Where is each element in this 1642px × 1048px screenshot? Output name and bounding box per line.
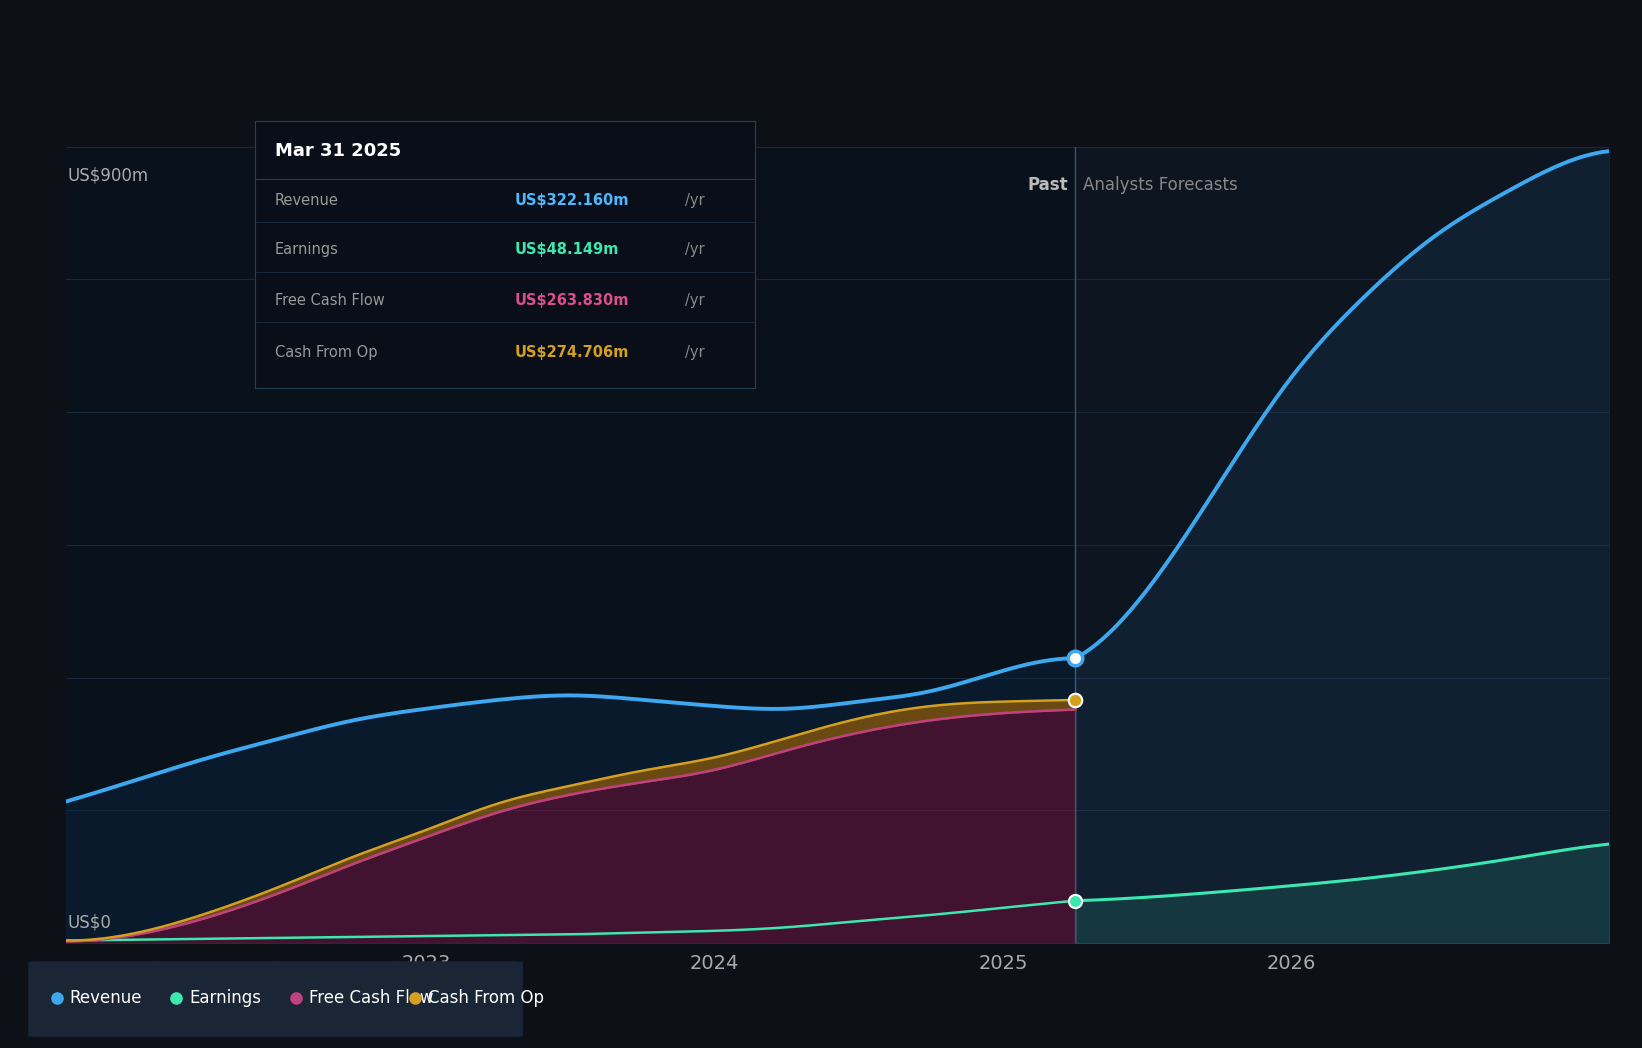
FancyBboxPatch shape [148,961,284,1036]
Text: US$0: US$0 [67,913,112,932]
Text: US$263.830m: US$263.830m [516,292,629,308]
Text: Past: Past [1028,176,1067,194]
Text: Cash From Op: Cash From Op [274,345,378,361]
Text: US$322.160m: US$322.160m [516,193,629,208]
Text: /yr: /yr [685,193,704,208]
FancyBboxPatch shape [28,961,164,1036]
Text: /yr: /yr [685,292,704,308]
Point [163,989,189,1006]
Point [1062,692,1089,708]
Text: /yr: /yr [685,242,704,257]
Text: /yr: /yr [685,345,704,361]
Point [44,989,71,1006]
Text: Analysts Forecasts: Analysts Forecasts [1084,176,1238,194]
Text: Earnings: Earnings [189,989,261,1007]
Text: US$48.149m: US$48.149m [516,242,619,257]
Text: US$274.706m: US$274.706m [516,345,629,361]
Text: Earnings: Earnings [274,242,338,257]
Text: Mar 31 2025: Mar 31 2025 [274,141,401,160]
Text: Cash From Op: Cash From Op [429,989,544,1007]
Point [402,989,429,1006]
Text: US$900m: US$900m [67,167,148,184]
FancyBboxPatch shape [388,961,522,1036]
Bar [66,147,1076,943]
Point [1062,892,1089,909]
FancyBboxPatch shape [268,961,404,1036]
Point [1062,650,1089,667]
Point [282,989,309,1006]
Text: Free Cash Flow: Free Cash Flow [309,989,433,1007]
Text: Revenue: Revenue [69,989,143,1007]
Text: Revenue: Revenue [274,193,338,208]
Text: Free Cash Flow: Free Cash Flow [274,292,384,308]
